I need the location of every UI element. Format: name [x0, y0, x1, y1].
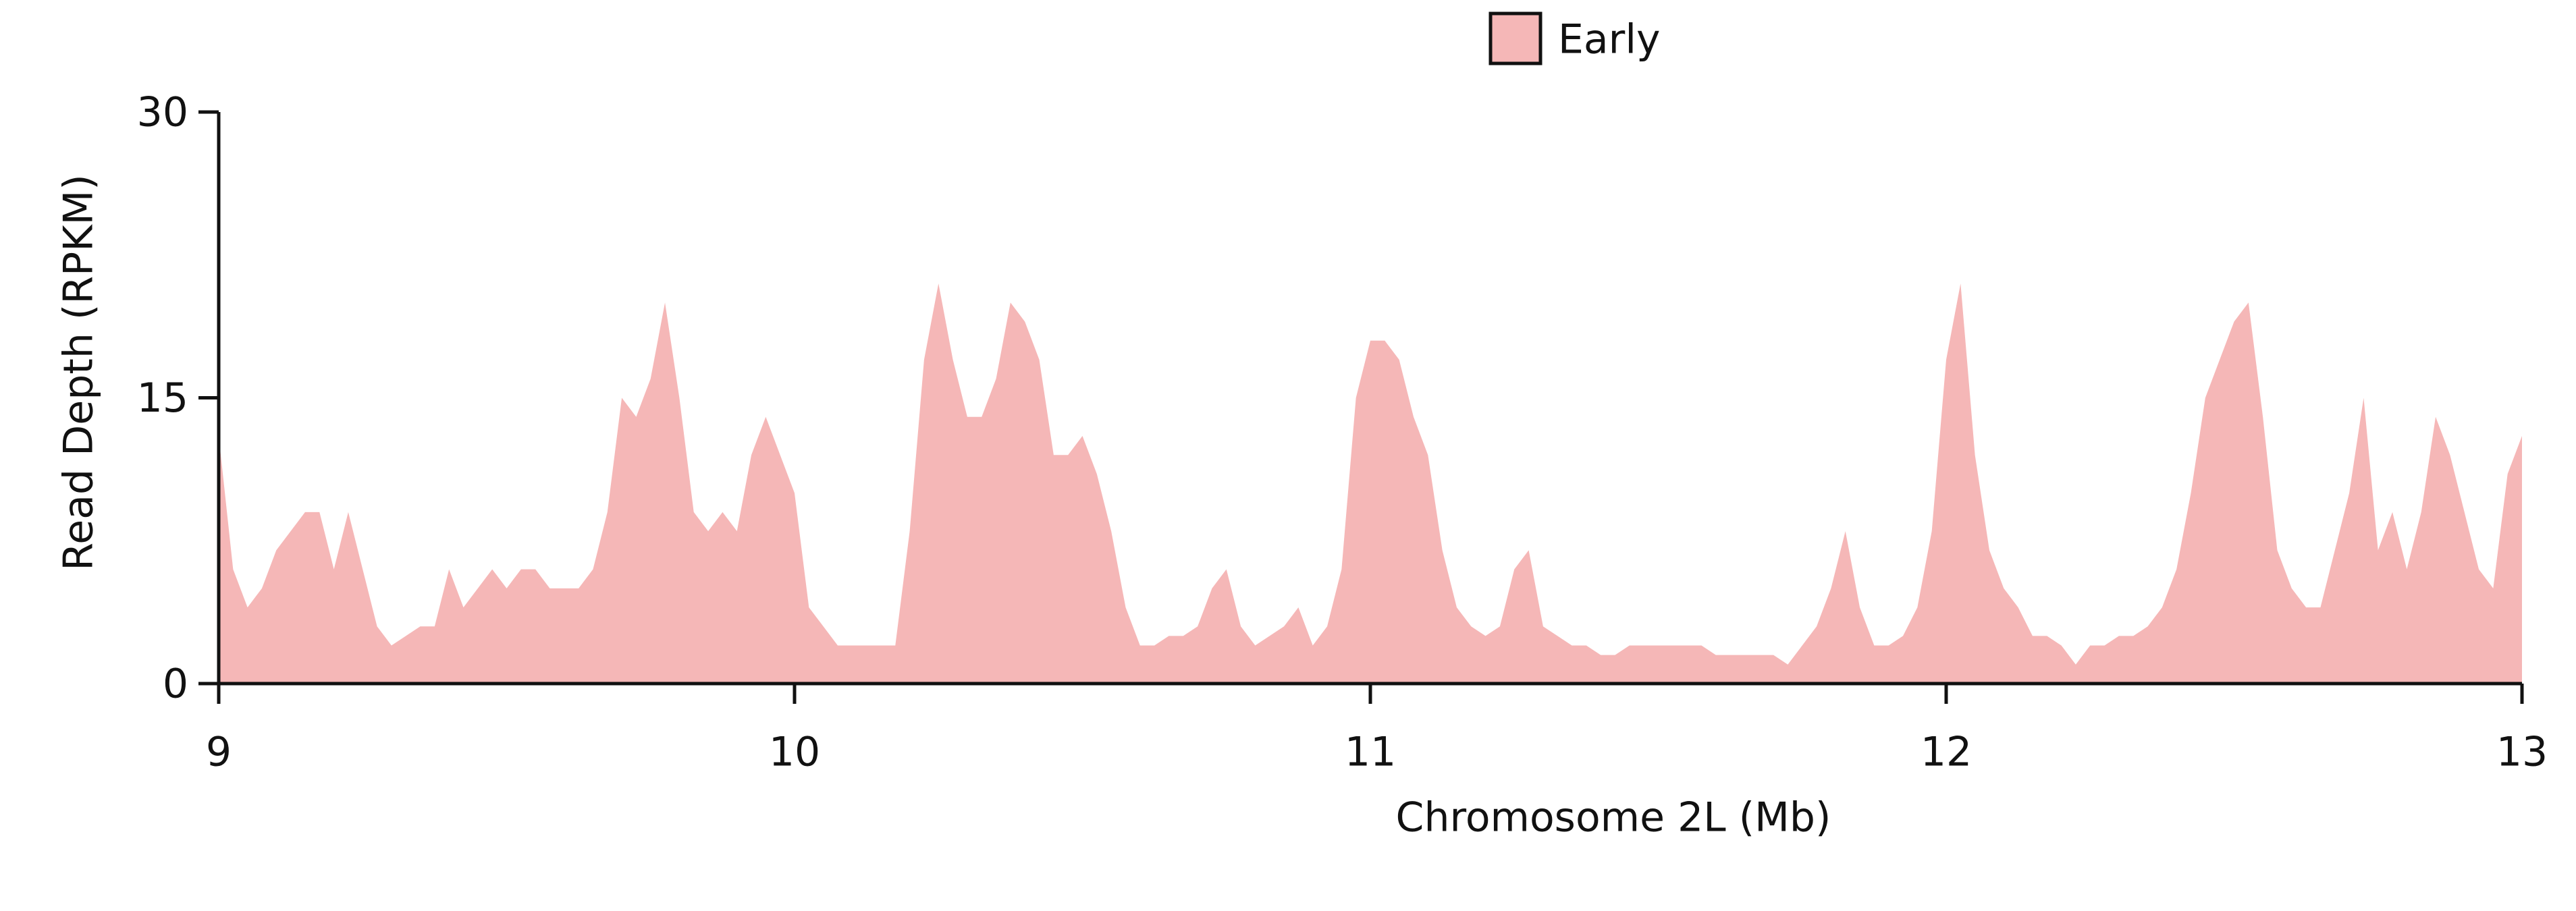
legend-label: Early [1558, 16, 1661, 63]
y-tick-label: 30 [137, 89, 188, 136]
area [219, 283, 2522, 684]
x-tick-label: 9 [206, 729, 232, 776]
y-tick-label: 15 [137, 375, 188, 422]
x-tick-label: 11 [1345, 729, 1396, 776]
legend-swatch [1488, 11, 1542, 65]
x-tick-label: 10 [769, 729, 820, 776]
y-axis-label: Read Depth (RPKM) [55, 174, 103, 570]
x-tick-label: 13 [2496, 729, 2548, 776]
x-tick-label: 12 [1921, 729, 1972, 776]
y-tick-label: 0 [163, 661, 188, 708]
x-axis-label: Chromosome 2L (Mb) [1396, 794, 1831, 841]
